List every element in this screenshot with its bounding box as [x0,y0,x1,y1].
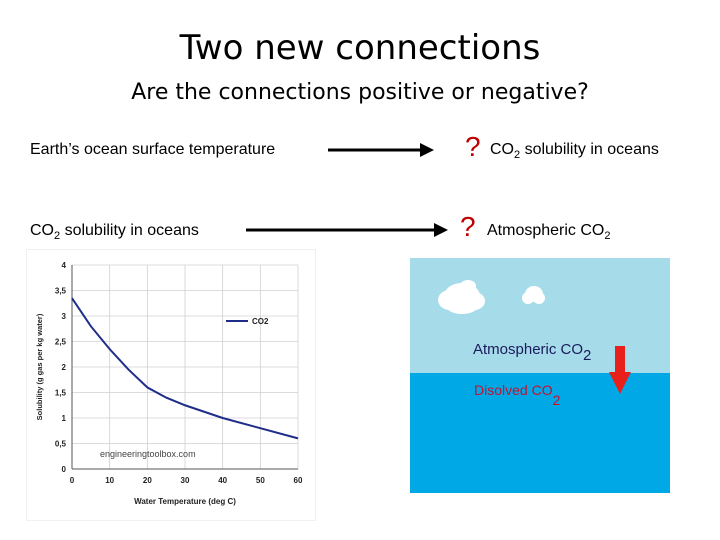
connection-2-from-sub: 2 [54,230,61,242]
cloud-icon [438,280,485,314]
cloud-icon [522,286,545,304]
x-tick-label: 30 [181,476,190,485]
x-tick-label: 60 [294,476,303,485]
atmospheric-co2-label: Atmospheric CO2 [473,341,591,364]
x-tick-label: 50 [256,476,265,485]
connection-1-from: Earth’s ocean surface temperature [30,141,276,158]
chart-watermark: engineeringtoolbox.com [100,449,196,459]
connection-2-to-main: Atmospheric CO [487,222,605,239]
connection-1-to-rest: solubility in oceans [520,141,659,158]
connection-1-to-sub: 2 [514,149,521,161]
connection-2-to: Atmospheric CO2 [487,222,611,242]
y-tick-label: 0 [62,465,67,474]
y-tick-label: 3,5 [55,287,67,296]
dissolved-co2-label: Disolved CO2 [474,382,561,408]
connection-1-arrow-icon [328,143,434,157]
x-axis-label: Water Temperature (deg C) [134,497,236,506]
series-line-co2 [71,297,299,440]
connection-2-from-main: CO [30,222,54,239]
y-tick-label: 1,5 [55,389,67,398]
connection-1-question: ? [465,131,481,162]
x-tick-label: 40 [218,476,227,485]
connection-1-to-main: CO [490,141,514,158]
y-tick-label: 1 [62,414,67,423]
down-arrow-icon [609,346,631,394]
connection-2-from-rest: solubility in oceans [60,222,199,239]
connection-2-from: CO2 solubility in oceans [30,222,199,242]
sky-area [410,258,670,373]
y-tick-label: 3 [62,312,67,321]
x-tick-label: 10 [105,476,114,485]
y-axis-label: Solubility (g gas per kg water) [35,313,44,420]
connection-2-to-sub: 2 [604,230,611,242]
slide-subtitle: Are the connections positive or negative… [131,80,589,105]
y-tick-label: 0,5 [55,440,67,449]
slide-title: Two new connections [179,28,541,68]
connection-1-to: CO2 solubility in oceans [490,141,659,161]
connection-2-question: ? [460,211,476,242]
y-tick-label: 2 [62,363,67,372]
x-tick-label: 0 [70,476,75,485]
x-tick-label: 20 [143,476,152,485]
water-area [410,373,670,493]
legend-label: CO2 [252,317,269,326]
y-tick-label: 4 [62,261,67,270]
y-tick-label: 2,5 [55,338,67,347]
connection-2-arrow-icon [246,223,448,237]
ocean-diagram: Atmospheric CO2 Disolved CO2 [410,258,670,493]
